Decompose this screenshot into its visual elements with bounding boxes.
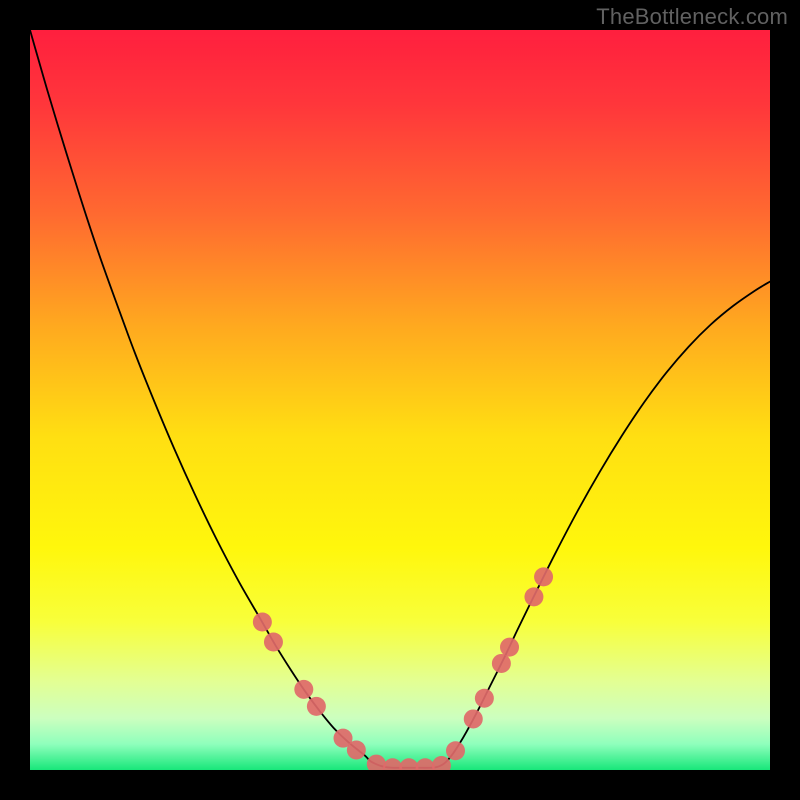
curve-marker [307,697,326,716]
curve-marker [500,638,519,657]
curve-marker [446,741,465,760]
bottleneck-curve-plot [30,30,770,770]
curve-marker [264,632,283,651]
chart-container: TheBottleneck.com [0,0,800,800]
curve-marker [492,654,511,673]
curve-marker [347,741,366,760]
curve-marker [534,567,553,586]
curve-marker [294,680,313,699]
plot-background [30,30,770,770]
curve-marker [524,587,543,606]
watermark-text: TheBottleneck.com [596,4,788,30]
curve-marker [475,689,494,708]
curve-marker [253,613,272,632]
curve-marker [464,709,483,728]
